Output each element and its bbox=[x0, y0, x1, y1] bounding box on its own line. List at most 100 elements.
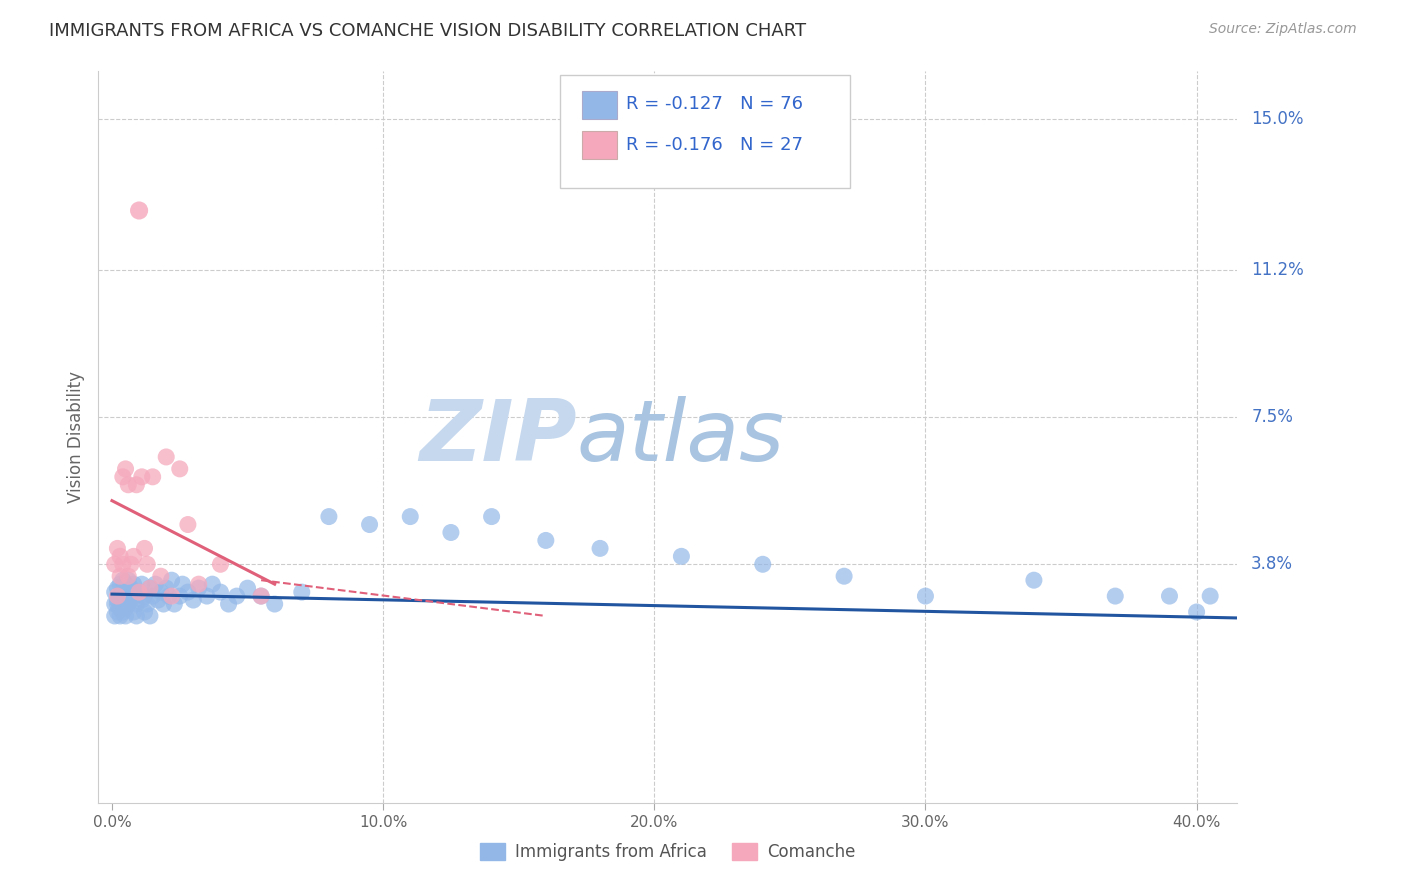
Point bbox=[111, 585, 134, 599]
Point bbox=[1159, 589, 1181, 603]
Point bbox=[752, 558, 775, 572]
Point bbox=[169, 462, 191, 476]
Point bbox=[107, 541, 129, 556]
Point bbox=[104, 609, 127, 624]
Point bbox=[177, 517, 200, 532]
Point bbox=[111, 605, 134, 619]
Point bbox=[114, 601, 136, 615]
Point bbox=[1104, 589, 1126, 603]
Point bbox=[183, 593, 205, 607]
Point bbox=[209, 558, 232, 572]
Text: Source: ZipAtlas.com: Source: ZipAtlas.com bbox=[1209, 22, 1357, 37]
Point bbox=[125, 597, 148, 611]
Point bbox=[117, 573, 139, 587]
Point bbox=[107, 605, 129, 619]
Point bbox=[187, 577, 209, 591]
Point bbox=[1185, 605, 1208, 619]
Point bbox=[142, 470, 165, 484]
Point bbox=[108, 609, 131, 624]
Point bbox=[107, 597, 129, 611]
Text: 3.8%: 3.8% bbox=[1251, 556, 1294, 574]
FancyBboxPatch shape bbox=[560, 75, 851, 188]
Point bbox=[832, 569, 855, 583]
Point bbox=[318, 509, 340, 524]
Point bbox=[187, 581, 209, 595]
Point bbox=[117, 569, 139, 583]
Point bbox=[1022, 573, 1045, 587]
Point bbox=[122, 605, 145, 619]
Point bbox=[440, 525, 463, 540]
Text: ZIP: ZIP bbox=[419, 395, 576, 479]
FancyBboxPatch shape bbox=[582, 91, 617, 119]
FancyBboxPatch shape bbox=[582, 131, 617, 159]
Point bbox=[136, 558, 159, 572]
Text: 15.0%: 15.0% bbox=[1251, 110, 1303, 128]
Point bbox=[117, 585, 139, 599]
Point bbox=[136, 597, 159, 611]
Point bbox=[139, 609, 162, 624]
Point bbox=[155, 581, 177, 595]
Point bbox=[139, 581, 162, 595]
Point bbox=[177, 585, 200, 599]
Text: IMMIGRANTS FROM AFRICA VS COMANCHE VISION DISABILITY CORRELATION CHART: IMMIGRANTS FROM AFRICA VS COMANCHE VISIO… bbox=[49, 22, 806, 40]
Point bbox=[122, 589, 145, 603]
Legend: Immigrants from Africa, Comanche: Immigrants from Africa, Comanche bbox=[474, 836, 862, 868]
Point bbox=[107, 581, 129, 595]
Point bbox=[250, 589, 273, 603]
Point bbox=[218, 597, 240, 611]
Point bbox=[128, 585, 150, 599]
Point bbox=[250, 589, 273, 603]
Point bbox=[481, 509, 503, 524]
Point bbox=[157, 589, 180, 603]
Point bbox=[125, 609, 148, 624]
Point bbox=[108, 549, 131, 564]
Point bbox=[128, 203, 150, 218]
Text: atlas: atlas bbox=[576, 395, 785, 479]
Point bbox=[128, 585, 150, 599]
Point bbox=[139, 581, 162, 595]
Point bbox=[263, 597, 285, 611]
Point bbox=[201, 577, 224, 591]
Point bbox=[104, 585, 127, 599]
Point bbox=[399, 509, 422, 524]
Point bbox=[114, 577, 136, 591]
Point bbox=[114, 609, 136, 624]
Point bbox=[107, 589, 129, 603]
Y-axis label: Vision Disability: Vision Disability bbox=[66, 371, 84, 503]
Text: 11.2%: 11.2% bbox=[1251, 261, 1303, 279]
Point bbox=[1199, 589, 1222, 603]
Point bbox=[120, 581, 142, 595]
Point bbox=[145, 577, 167, 591]
Point bbox=[359, 517, 381, 532]
Text: R = -0.176   N = 27: R = -0.176 N = 27 bbox=[626, 136, 803, 153]
Point bbox=[131, 593, 153, 607]
Point bbox=[225, 589, 247, 603]
Point bbox=[146, 593, 169, 607]
Point bbox=[291, 585, 314, 599]
Point bbox=[534, 533, 557, 548]
Point bbox=[160, 573, 183, 587]
Text: 7.5%: 7.5% bbox=[1251, 409, 1294, 426]
Point bbox=[131, 577, 153, 591]
Point bbox=[104, 597, 127, 611]
Point bbox=[111, 573, 134, 587]
Point bbox=[169, 589, 191, 603]
Point bbox=[155, 450, 177, 464]
Point bbox=[671, 549, 693, 564]
Point bbox=[111, 470, 134, 484]
Point bbox=[114, 462, 136, 476]
Point bbox=[914, 589, 936, 603]
Point bbox=[149, 569, 172, 583]
Point bbox=[125, 477, 148, 491]
Point bbox=[120, 558, 142, 572]
Point bbox=[195, 589, 218, 603]
Point bbox=[107, 593, 129, 607]
Point bbox=[163, 597, 186, 611]
Point bbox=[236, 581, 259, 595]
Text: R = -0.127   N = 76: R = -0.127 N = 76 bbox=[626, 95, 803, 113]
Point bbox=[134, 605, 156, 619]
Point bbox=[111, 558, 134, 572]
Point bbox=[149, 585, 172, 599]
Point bbox=[122, 549, 145, 564]
Point bbox=[120, 593, 142, 607]
